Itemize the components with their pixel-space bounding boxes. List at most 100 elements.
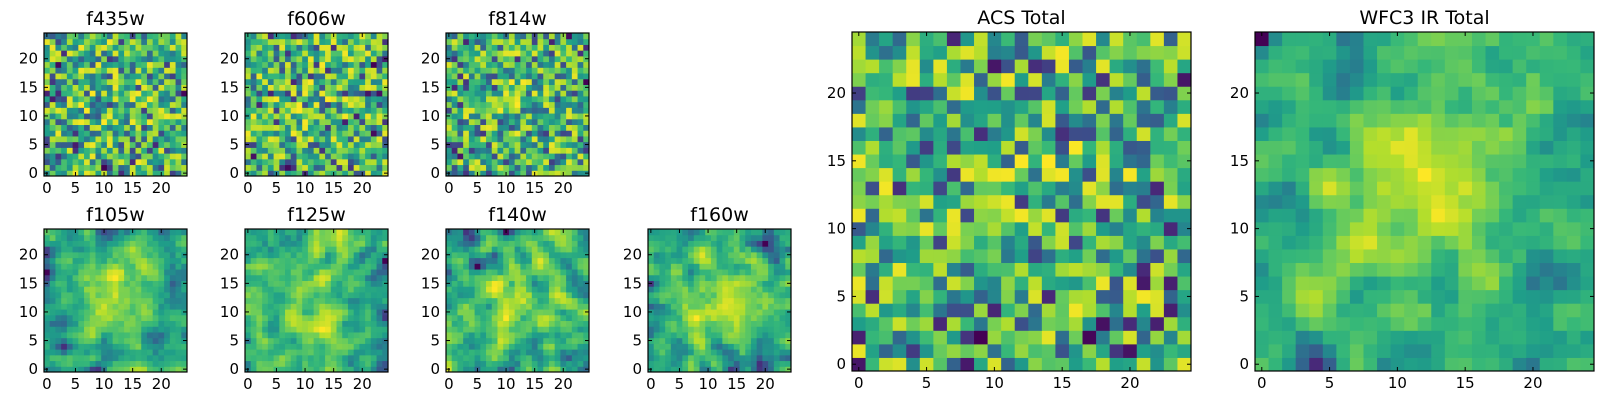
heatmap-cell xyxy=(538,303,544,309)
heatmap-cell xyxy=(515,125,521,131)
heatmap-cell xyxy=(296,343,302,349)
heatmap-cell xyxy=(446,298,452,304)
heatmap-cell xyxy=(118,136,124,142)
heatmap-cell xyxy=(659,321,665,327)
heatmap-cell xyxy=(50,326,56,332)
heatmap-cell xyxy=(549,56,555,62)
heatmap-cell xyxy=(699,332,705,338)
heatmap-cell xyxy=(457,56,463,62)
heatmap-cell xyxy=(549,286,555,292)
heatmap-cell xyxy=(745,252,751,258)
heatmap-cell xyxy=(717,321,723,327)
heatmap-cell xyxy=(268,275,274,281)
heatmap-cell xyxy=(101,113,107,119)
heatmap-cell xyxy=(463,33,469,39)
heatmap-cell xyxy=(118,252,124,258)
heatmap-cell xyxy=(933,276,947,290)
heatmap-cell xyxy=(879,357,893,371)
heatmap-cell xyxy=(124,130,130,136)
heatmap-cell xyxy=(78,136,84,142)
heatmap-cell xyxy=(520,309,526,315)
heatmap-cell xyxy=(711,321,717,327)
heatmap-cell xyxy=(497,153,503,159)
heatmap-cell xyxy=(515,315,521,321)
heatmap-cell xyxy=(325,56,331,62)
heatmap-cell xyxy=(291,355,297,361)
heatmap-cell xyxy=(130,136,136,142)
heatmap-cell xyxy=(308,73,314,79)
heatmap-cell xyxy=(113,153,119,159)
heatmap-cell xyxy=(572,142,578,148)
heatmap-cell xyxy=(170,136,176,142)
heatmap-cell xyxy=(377,235,383,241)
heatmap-cell xyxy=(113,159,119,165)
heatmap-cell xyxy=(538,130,544,136)
heatmap-cell xyxy=(538,275,544,281)
heatmap-cell xyxy=(262,44,268,50)
heatmap-cell xyxy=(503,258,509,264)
heatmap-cell xyxy=(67,130,73,136)
heatmap-cell xyxy=(1028,317,1042,331)
heatmap-cell xyxy=(475,62,481,68)
heatmap-cell xyxy=(492,44,498,50)
heatmap-cell xyxy=(136,315,142,321)
heatmap-cell xyxy=(457,263,463,269)
heatmap-cell xyxy=(503,315,509,321)
heatmap-cell xyxy=(480,62,486,68)
heatmap-cell xyxy=(147,33,153,39)
heatmap-cell xyxy=(130,263,136,269)
heatmap-cell xyxy=(480,246,486,252)
heatmap-cell xyxy=(331,298,337,304)
heatmap-cell xyxy=(342,240,348,246)
heatmap-cell xyxy=(572,338,578,344)
heatmap-cell xyxy=(67,113,73,119)
heatmap-cell xyxy=(852,208,866,222)
heatmap-cell xyxy=(256,125,262,131)
heatmap-cell xyxy=(492,332,498,338)
heatmap-cell xyxy=(331,235,337,241)
heatmap-cell xyxy=(256,235,262,241)
heatmap-cell xyxy=(446,349,452,355)
heatmap-cell xyxy=(44,303,50,309)
heatmap-cell xyxy=(158,147,164,153)
heatmap-cell xyxy=(560,321,566,327)
heatmap-cell xyxy=(67,258,73,264)
heatmap-cell xyxy=(538,90,544,96)
heatmap-cell xyxy=(452,298,458,304)
heatmap-cell xyxy=(251,269,257,275)
heatmap-cell xyxy=(768,303,774,309)
heatmap-cell xyxy=(762,286,768,292)
heatmap-cell xyxy=(359,246,365,252)
heatmap-cell xyxy=(359,258,365,264)
heatmap-cell xyxy=(648,343,654,349)
heatmap-cell xyxy=(452,343,458,349)
heatmap-cell xyxy=(170,349,176,355)
heatmap-cell xyxy=(67,136,73,142)
heatmap-cell xyxy=(268,56,274,62)
heatmap-cell xyxy=(73,56,79,62)
heatmap-cell xyxy=(319,263,325,269)
heatmap-cell xyxy=(118,321,124,327)
heatmap-cell xyxy=(118,79,124,85)
heatmap-cell xyxy=(751,280,757,286)
heatmap-cell xyxy=(50,125,56,131)
heatmap-cell xyxy=(503,136,509,142)
heatmap-cell xyxy=(745,275,751,281)
heatmap-cell xyxy=(1177,344,1191,358)
heatmap-cell xyxy=(497,240,503,246)
heatmap-cell xyxy=(543,246,549,252)
heatmap-cell xyxy=(543,338,549,344)
heatmap-cell xyxy=(141,246,147,252)
heatmap-cell xyxy=(371,349,377,355)
heatmap-cell xyxy=(274,338,280,344)
heatmap-cell xyxy=(67,235,73,241)
heatmap-cell xyxy=(745,321,751,327)
heatmap-cell xyxy=(158,73,164,79)
heatmap-cell xyxy=(268,280,274,286)
heatmap-cell xyxy=(920,303,934,317)
heatmap-cell xyxy=(543,44,549,50)
heatmap-cell xyxy=(50,332,56,338)
heatmap-cell xyxy=(136,44,142,50)
heatmap-cell xyxy=(296,107,302,113)
heatmap-cell xyxy=(543,84,549,90)
